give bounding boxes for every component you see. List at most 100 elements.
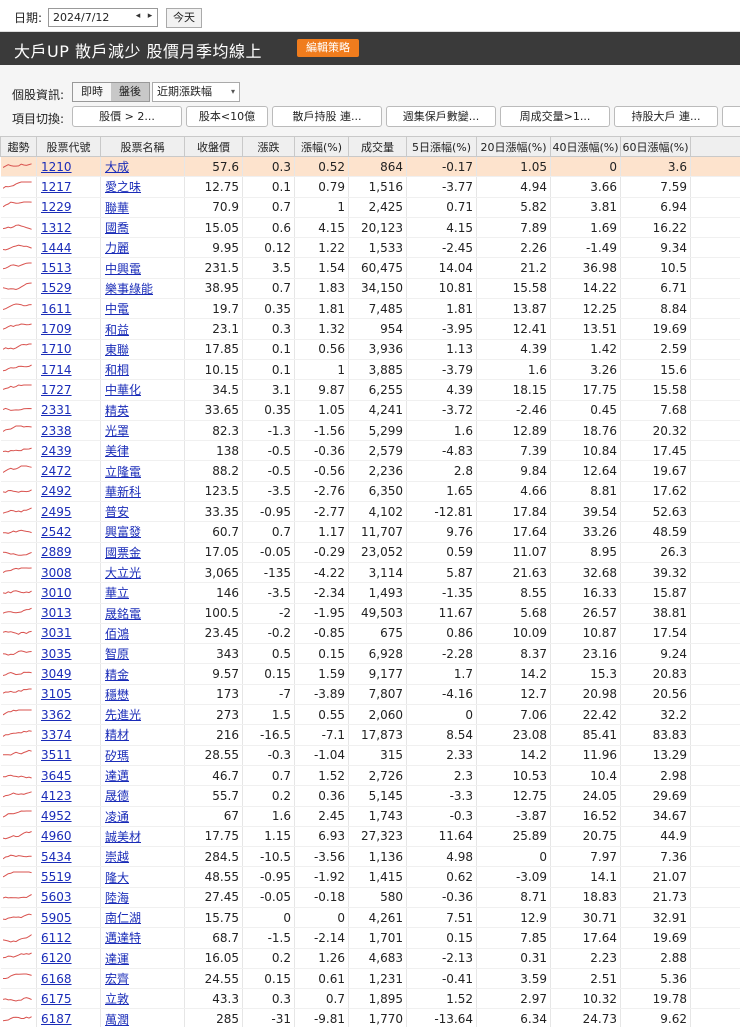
table-row[interactable]: 6120 達運 16.05 0.2 1.26 4,683 -2.13 0.31 2.23 2.88 <box>0 948 740 969</box>
table-row[interactable]: 4123 晟德 55.7 0.2 0.36 5,145 -3.3 12.75 24.05 29.6… <box>0 785 740 807</box>
stock-name-link[interactable]: 佰鴻 <box>105 626 130 641</box>
table-row[interactable]: 5905 南仁湖 15.75 0 0 4,261 7.51 12.9 30.71 32.91 <box>0 907 740 929</box>
table-row[interactable]: 4952 凌通 67 1.6 2.45 1,743 -0.3 -3.87 16.52 34.67 <box>0 806 740 827</box>
realtime-button[interactable]: 即時 <box>73 83 111 101</box>
table-row[interactable]: 1217 愛之味 12.75 0.1 0.79 1,516 -3.77 4.94 3.66 7.5… <box>0 176 740 198</box>
table-row[interactable]: 6112 邁達特 68.7 -1.5 -2.14 1,701 0.15 7.85 17.64 19… <box>0 927 740 949</box>
stock-name-link[interactable]: 愛之味 <box>105 180 142 195</box>
switch-capital[interactable]: 股本<10億 <box>186 106 268 127</box>
stock-code-link[interactable]: 2472 <box>41 464 72 479</box>
stock-code-link[interactable]: 5434 <box>41 849 72 864</box>
table-row[interactable]: 2492 華新科 123.5 -3.5 -2.76 6,350 1.65 4.66 8.81 17… <box>0 481 740 503</box>
stock-name-link[interactable]: 立敦 <box>105 992 130 1007</box>
stock-name-link[interactable]: 南仁湖 <box>105 911 142 926</box>
table-row[interactable]: 1210 大成 57.6 0.3 0.52 864 -0.17 1.05 0 3.6 <box>0 156 740 178</box>
stock-name-link[interactable]: 隆大 <box>105 870 130 885</box>
header-40d[interactable]: 40日漲幅(%) <box>550 136 621 157</box>
table-row[interactable]: 2542 興富發 60.7 0.7 1.17 11,707 9.76 17.64 33.26 48… <box>0 521 740 543</box>
table-row[interactable]: 1229 聯華 70.9 0.7 1 2,425 0.71 5.82 3.81 6.94 <box>0 197 740 218</box>
table-row[interactable]: 1611 中電 19.7 0.35 1.81 7,485 1.81 13.87 12.25 8.8… <box>0 298 740 320</box>
stock-name-link[interactable]: 達邁 <box>105 769 130 784</box>
header-volume[interactable]: 成交量 <box>348 136 407 157</box>
stock-name-link[interactable]: 聯華 <box>105 200 130 215</box>
table-row[interactable]: 3511 矽瑪 28.55 -0.3 -1.04 315 2.33 14.2 11.96 13.2… <box>0 745 740 766</box>
stock-code-link[interactable]: 1210 <box>41 159 72 174</box>
stock-code-link[interactable]: 3049 <box>41 667 72 682</box>
table-row[interactable]: 1444 力麗 9.95 0.12 1.22 1,533 -2.45 2.26 -1.49 9.3… <box>0 237 740 259</box>
date-input[interactable]: 2024/7/12 ◂ ▸ <box>48 8 158 27</box>
table-row[interactable]: 2331 精英 33.65 0.35 1.05 4,241 -3.72 -2.46 0.45 7.… <box>0 400 740 421</box>
edit-strategy-button[interactable]: 編輯策略 <box>297 39 359 57</box>
stock-name-link[interactable]: 先進光 <box>105 708 142 723</box>
stock-code-link[interactable]: 2338 <box>41 423 72 438</box>
stock-code-link[interactable]: 1513 <box>41 261 72 276</box>
stock-name-link[interactable]: 和桐 <box>105 363 130 378</box>
header-60d[interactable]: 60日漲幅(%) <box>620 136 691 157</box>
switch-price[interactable]: 股價 > 2... <box>72 106 182 127</box>
table-row[interactable]: 2889 國票金 17.05 -0.05 -0.29 23,052 0.59 11.07 8.9… <box>0 542 740 563</box>
table-row[interactable]: 6175 立敦 43.3 0.3 0.7 1,895 1.52 2.97 10.32 19.78 <box>0 988 740 1010</box>
stock-code-link[interactable]: 1217 <box>41 179 72 194</box>
stock-name-link[interactable]: 萬潤 <box>105 1012 130 1027</box>
table-row[interactable]: 3374 精材 216 -16.5 -7.1 17,873 8.54 23.08 85.41 83… <box>0 724 740 746</box>
table-row[interactable]: 3105 穩懋 173 -7 -3.89 7,807 -4.16 12.7 20.98 20.56 <box>0 684 740 706</box>
header-change[interactable]: 漲跌 <box>242 136 295 157</box>
table-row[interactable]: 3013 晟銘電 100.5 -2 -1.95 49,503 11.67 5.68 26.57 3… <box>0 603 740 624</box>
stock-name-link[interactable]: 中興電 <box>105 261 142 276</box>
next-date-icon[interactable]: ▸ <box>147 11 153 21</box>
stock-code-link[interactable]: 3374 <box>41 727 72 742</box>
stock-name-link[interactable]: 晟德 <box>105 789 130 804</box>
stock-code-link[interactable]: 2889 <box>41 545 72 560</box>
stock-code-link[interactable]: 3031 <box>41 626 72 641</box>
stock-code-link[interactable]: 4960 <box>41 829 72 844</box>
table-row[interactable]: 3031 佰鴻 23.45 -0.2 -0.85 675 0.86 10.09 10.87 17.… <box>0 623 740 645</box>
stock-name-link[interactable]: 誠美材 <box>105 829 142 844</box>
stock-code-link[interactable]: 5905 <box>41 910 72 925</box>
stock-name-link[interactable]: 美律 <box>105 444 130 459</box>
stock-name-link[interactable]: 華新科 <box>105 484 142 499</box>
table-row[interactable]: 2495 普安 33.35 -0.95 -2.77 4,102 -12.81 17.84 39.… <box>0 501 740 523</box>
table-row[interactable]: 3645 達邁 46.7 0.7 1.52 2,726 2.3 10.53 10.4 2.98 <box>0 765 740 787</box>
header-5d[interactable]: 5日漲幅(%) <box>406 136 477 157</box>
table-row[interactable]: 3035 智原 343 0.5 0.15 6,928 -2.28 8.37 23.16 9.24 <box>0 643 740 665</box>
stock-name-link[interactable]: 普安 <box>105 505 130 520</box>
stock-name-link[interactable]: 大成 <box>105 160 130 175</box>
stock-name-link[interactable]: 精英 <box>105 403 130 418</box>
stock-name-link[interactable]: 陸海 <box>105 890 130 905</box>
stock-code-link[interactable]: 3362 <box>41 707 72 722</box>
table-row[interactable]: 1529 樂事綠能 38.95 0.7 1.83 34,150 10.81 15.58 14.2… <box>0 278 740 300</box>
table-row[interactable]: 4960 誠美材 17.75 1.15 6.93 27,323 11.64 25.89 20.7… <box>0 826 740 848</box>
table-row[interactable]: 1709 和益 23.1 0.3 1.32 954 -3.95 12.41 13.51 19.69 <box>0 318 740 340</box>
stock-name-link[interactable]: 國票金 <box>105 545 142 560</box>
stock-code-link[interactable]: 4952 <box>41 809 72 824</box>
stock-name-link[interactable]: 宏齊 <box>105 972 130 987</box>
table-row[interactable]: 6168 宏齊 24.55 0.15 0.61 1,231 -0.41 3.59 2.51 5.3… <box>0 968 740 990</box>
table-row[interactable]: 1714 和桐 10.15 0.1 1 3,885 -3.79 1.6 3.26 15.6 <box>0 359 740 381</box>
switch-holder-count[interactable]: 週集保戶數變... <box>386 106 496 127</box>
stock-code-link[interactable]: 3013 <box>41 606 72 621</box>
stock-name-link[interactable]: 東聯 <box>105 342 130 357</box>
stock-name-link[interactable]: 穩懋 <box>105 687 130 702</box>
table-row[interactable]: 3008 大立光 3,065 -135 -4.22 3,114 5.87 21.63 32.68… <box>0 562 740 584</box>
stock-code-link[interactable]: 2331 <box>41 403 72 418</box>
stock-code-link[interactable]: 1611 <box>41 301 72 316</box>
table-row[interactable]: 6187 萬潤 285 -31 -9.81 1,770 -13.64 6.34 24.73 9.6… <box>0 1008 740 1027</box>
stock-name-link[interactable]: 和益 <box>105 322 130 337</box>
stock-code-link[interactable]: 3035 <box>41 646 72 661</box>
stock-name-link[interactable]: 光罩 <box>105 424 130 438</box>
stock-code-link[interactable]: 1444 <box>41 240 72 255</box>
table-row[interactable]: 1727 中華化 34.5 3.1 9.87 6,255 4.39 18.15 17.75 15.… <box>0 379 740 401</box>
stock-name-link[interactable]: 達運 <box>105 951 130 966</box>
stock-code-link[interactable]: 6112 <box>41 930 72 945</box>
stock-code-link[interactable]: 4123 <box>41 788 72 803</box>
table-row[interactable]: 2439 美律 138 -0.5 -0.36 2,579 -4.83 7.39 10.84 17.… <box>0 440 740 462</box>
switch-weekly-volume[interactable]: 周成交量>1... <box>500 106 610 127</box>
stock-code-link[interactable]: 1710 <box>41 342 72 357</box>
header-name[interactable]: 股票名稱 <box>100 136 185 157</box>
table-row[interactable]: 1710 東聯 17.85 0.1 0.56 3,936 1.13 4.39 1.42 2.59 <box>0 339 740 360</box>
table-row[interactable]: 3362 先進光 273 1.5 0.55 2,060 0 7.06 22.42 32.2 <box>0 704 740 726</box>
stock-name-link[interactable]: 國喬 <box>105 221 130 236</box>
table-row[interactable]: 3010 華立 146 -3.5 -2.34 1,493 -1.35 8.55 16.33 15.… <box>0 582 740 604</box>
stock-name-link[interactable]: 樂事綠能 <box>105 281 154 296</box>
stock-name-link[interactable]: 大立光 <box>105 566 142 581</box>
